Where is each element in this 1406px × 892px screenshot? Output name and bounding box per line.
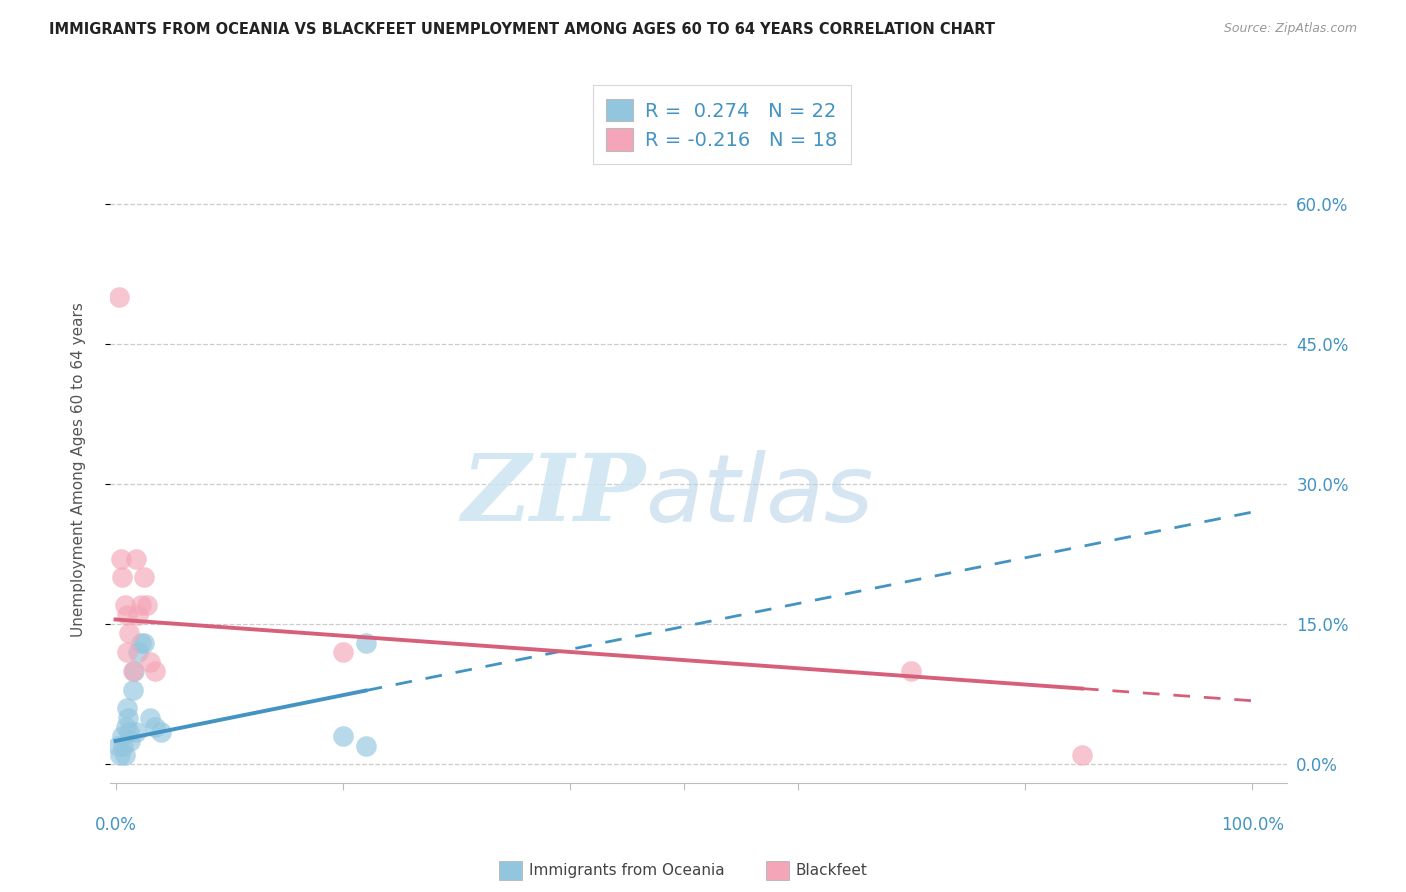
Point — [138, 655, 160, 669]
Point — [111, 729, 134, 743]
Point — [114, 747, 136, 762]
Point — [118, 724, 141, 739]
Point — [121, 682, 143, 697]
Point — [120, 734, 142, 748]
Point — [108, 747, 131, 762]
Text: Blackfeet: Blackfeet — [796, 863, 868, 878]
Point — [121, 664, 143, 678]
Text: Source: ZipAtlas.com: Source: ZipAtlas.com — [1223, 22, 1357, 36]
Point — [117, 710, 139, 724]
Point — [127, 607, 149, 622]
Point — [138, 710, 160, 724]
Point — [112, 739, 135, 753]
Point — [115, 607, 138, 622]
Point — [107, 739, 129, 753]
Point — [129, 599, 152, 613]
Y-axis label: Unemployment Among Ages 60 to 64 years: Unemployment Among Ages 60 to 64 years — [72, 302, 86, 638]
Text: 0.0%: 0.0% — [94, 815, 136, 834]
Point — [132, 570, 155, 584]
Point — [114, 599, 136, 613]
Point — [332, 729, 354, 743]
Point — [132, 636, 155, 650]
Point — [136, 599, 159, 613]
Point — [122, 664, 145, 678]
Point — [143, 664, 166, 678]
Point — [332, 645, 354, 659]
Text: 100.0%: 100.0% — [1220, 815, 1284, 834]
Text: Immigrants from Oceania: Immigrants from Oceania — [529, 863, 724, 878]
Text: ZIP: ZIP — [461, 450, 645, 540]
Point — [114, 720, 136, 734]
Point — [129, 636, 152, 650]
Point — [1071, 747, 1094, 762]
Point — [118, 626, 141, 640]
Text: IMMIGRANTS FROM OCEANIA VS BLACKFEET UNEMPLOYMENT AMONG AGES 60 TO 64 YEARS CORR: IMMIGRANTS FROM OCEANIA VS BLACKFEET UNE… — [49, 22, 995, 37]
Point — [354, 739, 377, 753]
Point — [125, 724, 148, 739]
Text: atlas: atlas — [645, 450, 873, 541]
Point — [115, 645, 138, 659]
Point — [110, 551, 132, 566]
Point — [115, 701, 138, 715]
Point — [900, 664, 922, 678]
Point — [150, 724, 173, 739]
Point — [108, 290, 131, 304]
Legend: R =  0.274   N = 22, R = -0.216   N = 18: R = 0.274 N = 22, R = -0.216 N = 18 — [592, 86, 851, 164]
Point — [354, 636, 377, 650]
Point — [143, 720, 166, 734]
Point — [111, 570, 134, 584]
Point — [127, 645, 149, 659]
Point — [125, 551, 148, 566]
